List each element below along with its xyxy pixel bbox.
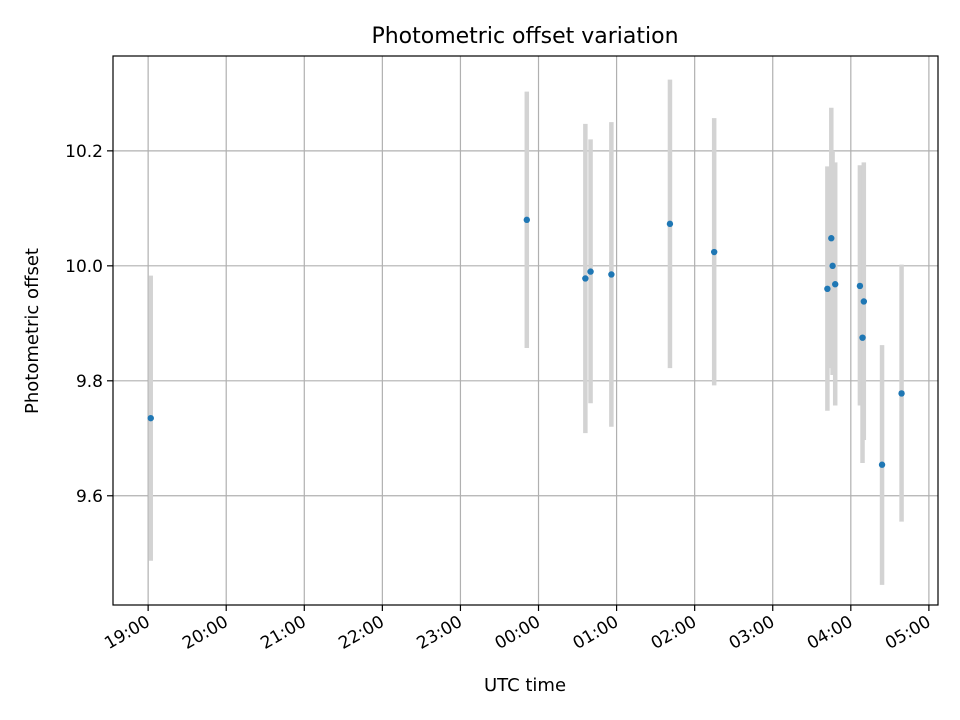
data-point — [608, 271, 615, 278]
x-tick-label: 23:00 — [414, 612, 466, 654]
y-tick-label: 10.0 — [65, 257, 103, 277]
x-tick-label: 04:00 — [804, 612, 856, 654]
x-tick-label: 21:00 — [257, 612, 309, 654]
data-point — [859, 334, 866, 341]
data-point — [828, 235, 835, 242]
data-point — [832, 281, 839, 288]
data-point — [523, 216, 531, 224]
data-point — [878, 461, 886, 468]
y-axis-label: Photometric offset — [22, 248, 43, 414]
data-point — [587, 268, 594, 275]
x-axis-label: UTC time — [484, 675, 566, 696]
error-bars — [148, 79, 904, 585]
data-point — [666, 220, 674, 228]
data-point — [856, 282, 864, 290]
x-tick-label: 01:00 — [570, 612, 622, 654]
x-tick-label: 05:00 — [882, 612, 934, 654]
data-point — [147, 414, 154, 422]
x-tick-label: 22:00 — [335, 612, 387, 654]
data-point — [860, 298, 868, 305]
x-tick-label: 00:00 — [492, 612, 544, 654]
data-points — [147, 216, 905, 468]
x-tick-label: 03:00 — [726, 612, 778, 654]
x-tick-label: 02:00 — [648, 612, 700, 654]
data-point — [829, 262, 836, 270]
axis-ticks: 19:00 20:00 21:00 22:00 23:00 00:00 01:00 02:00… — [65, 142, 934, 654]
plot-frame — [112, 55, 939, 606]
chart-title: Photometric offset variation — [371, 24, 678, 49]
data-point — [710, 248, 718, 256]
x-tick-label: 20:00 — [179, 612, 231, 654]
data-point — [824, 285, 831, 293]
y-tick-label: 10.2 — [65, 142, 103, 162]
y-tick-label: 9.8 — [76, 372, 103, 392]
data-point — [582, 275, 589, 282]
x-tick-label: 19:00 — [101, 612, 153, 654]
y-tick-label: 9.6 — [76, 487, 103, 507]
data-point — [898, 390, 905, 397]
